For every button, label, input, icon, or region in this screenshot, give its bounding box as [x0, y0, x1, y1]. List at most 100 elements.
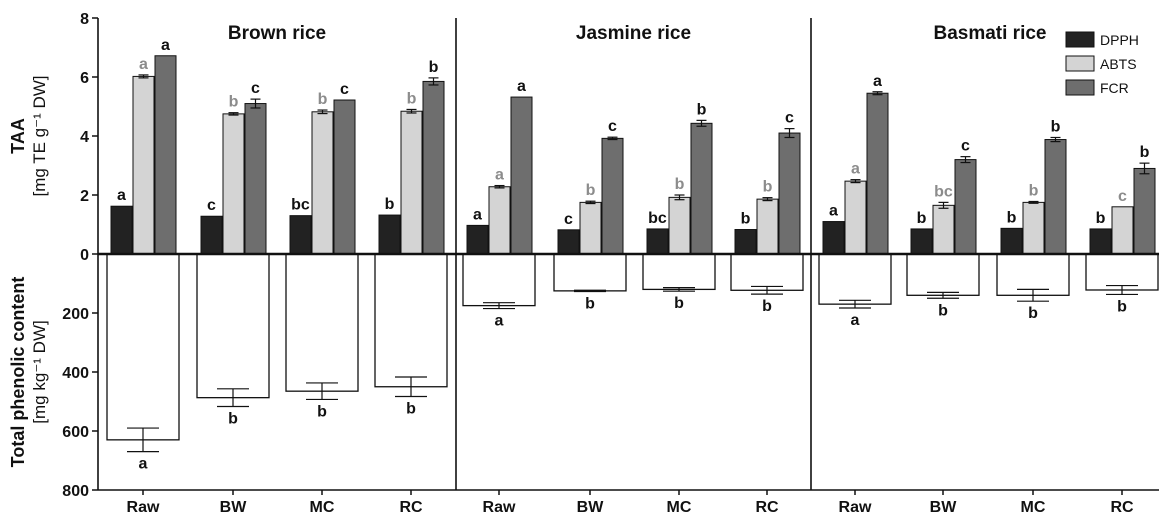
text-layer: aaaaRawaaaaRawaaaaRawcbcbBWcbcbBWbbccbBW… [8, 11, 1150, 514]
bar-dpph [200, 215, 223, 255]
axes-layer [92, 17, 1159, 495]
significance-label: a [495, 167, 504, 184]
bar-phenolic [285, 253, 359, 392]
bar-phenolic [553, 253, 627, 292]
significance-label: c [340, 81, 349, 98]
bar-fcr [1044, 139, 1067, 255]
y-tick-label: 600 [62, 424, 89, 441]
bar-fcr [1133, 167, 1156, 255]
bar-abts [311, 111, 334, 255]
significance-label: b [938, 302, 948, 319]
bar-abts [932, 204, 955, 255]
bar-dpph [1000, 227, 1023, 255]
significance-label: b [675, 176, 685, 193]
legend-swatch-fcr [1065, 79, 1095, 96]
bar-abts [1022, 201, 1045, 255]
x-tick-label: RC [755, 499, 779, 514]
x-tick-label: RC [399, 499, 423, 514]
significance-label: c [564, 211, 573, 228]
x-tick-label: MC [1021, 499, 1046, 514]
bar-fcr [690, 122, 713, 255]
significance-label: c [785, 110, 794, 127]
bottom-y-axis-title: Total phenolic content [8, 277, 28, 468]
significance-label: b [1140, 144, 1150, 161]
y-tick-label: 6 [80, 70, 89, 87]
bar-fcr [866, 92, 889, 255]
significance-label: b [674, 295, 684, 312]
taa-bar-layer [110, 55, 1156, 255]
bar-abts [222, 113, 245, 255]
significance-label: b [407, 90, 417, 107]
bar-phenolic [642, 253, 716, 291]
legend: DPPH ABTS FCR [1065, 31, 1139, 96]
significance-label: b [1117, 298, 1127, 315]
bar-abts [668, 196, 691, 255]
bar-fcr [244, 103, 267, 255]
bar-fcr [333, 99, 356, 255]
y-tick-label: 2 [80, 188, 89, 205]
significance-label: a [473, 206, 482, 223]
y-tick-label: 4 [80, 129, 89, 146]
x-tick-label: MC [310, 499, 335, 514]
significance-label: b [229, 94, 239, 111]
significance-label: b [585, 295, 595, 312]
significance-label: b [228, 411, 238, 428]
significance-label: b [917, 210, 927, 227]
x-tick-label: MC [667, 499, 692, 514]
significance-label: b [1028, 305, 1038, 322]
significance-label: b [318, 91, 328, 108]
y-tick-label: 8 [80, 11, 89, 28]
legend-label: ABTS [1100, 56, 1137, 72]
significance-label: b [1051, 118, 1061, 135]
panel-title: Jasmine rice [576, 23, 691, 44]
bar-abts [132, 75, 155, 255]
significance-label: b [1007, 209, 1017, 226]
bar-fcr [422, 80, 445, 255]
significance-label: b [385, 196, 395, 213]
significance-label: c [207, 197, 216, 214]
bar-abts [579, 201, 602, 255]
bar-dpph [1089, 228, 1112, 255]
panel-title: Basmati rice [933, 23, 1046, 44]
significance-label: a [873, 73, 882, 90]
significance-label: a [495, 313, 504, 330]
bar-phenolic [730, 253, 804, 291]
bar-dpph [822, 221, 845, 255]
bar-phenolic [906, 253, 980, 296]
top-y-axis-unit: [mg TE g⁻¹ DW] [30, 75, 49, 196]
bar-abts [488, 186, 511, 255]
significance-label: b [697, 101, 707, 118]
x-tick-label: Raw [839, 499, 872, 514]
significance-label: b [762, 298, 772, 315]
bottom-y-axis-unit: [mg kg⁻¹ DW] [30, 320, 49, 423]
significance-label: b [317, 403, 327, 420]
x-tick-label: BW [930, 499, 958, 514]
significance-label: a [139, 56, 148, 73]
bar-abts [844, 180, 867, 255]
significance-label: b [586, 182, 596, 199]
significance-label: c [251, 80, 260, 97]
significance-label: c [608, 118, 617, 135]
significance-label: a [161, 37, 170, 54]
significance-label: bc [934, 183, 953, 200]
bar-phenolic [818, 253, 892, 305]
bar-abts [756, 198, 779, 255]
significance-label: b [429, 59, 439, 76]
bar-dpph [110, 205, 133, 255]
significance-label: bc [648, 210, 667, 227]
bar-abts [1111, 206, 1134, 255]
x-tick-label: Raw [127, 499, 160, 514]
bar-dpph [910, 228, 933, 255]
significance-label: b [741, 211, 751, 228]
bar-abts [400, 110, 423, 255]
bar-fcr [154, 55, 177, 255]
top-y-axis-title: TAA [8, 118, 28, 154]
bar-fcr [601, 137, 624, 255]
bar-fcr [778, 132, 801, 255]
bar-dpph [557, 229, 580, 255]
significance-label: a [851, 312, 860, 329]
significance-label: c [961, 138, 970, 155]
bar-dpph [734, 229, 757, 255]
bar-phenolic [374, 253, 448, 388]
bar-phenolic [1085, 253, 1159, 291]
